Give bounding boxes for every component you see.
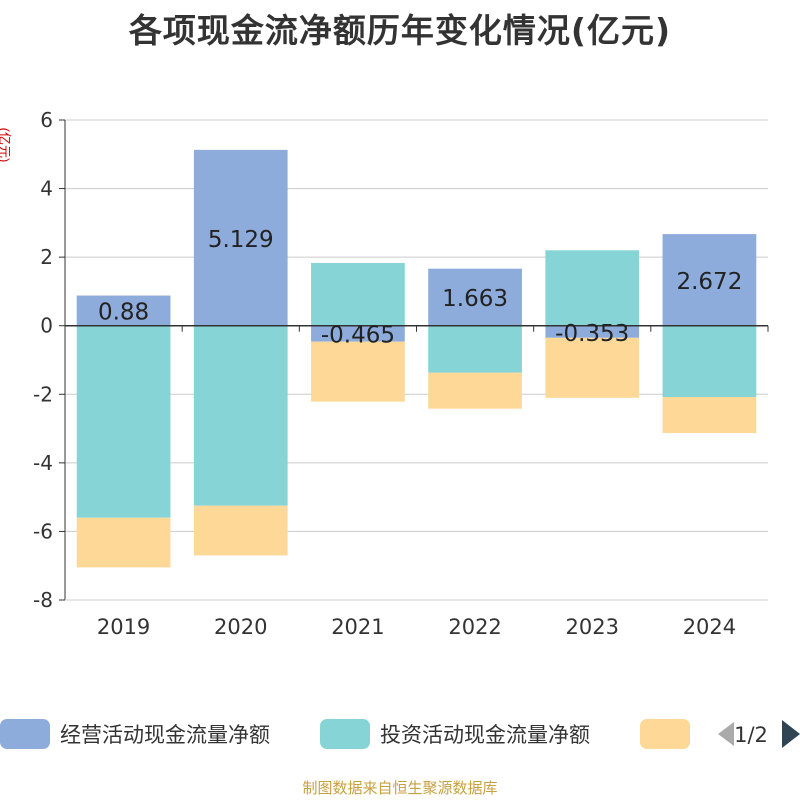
legend-prev-icon[interactable] [718,722,734,746]
legend-swatch-0 [0,719,50,749]
bar-2023-series-2 [545,337,640,398]
bar-2022-series-1 [428,325,522,373]
legend-page-indicator: 1/2 [734,723,768,747]
bar-2023-series-0 [545,325,640,338]
legend-swatch-2 [640,719,690,749]
y-tick-label: -4 [33,451,53,475]
y-tick-label: 0 [40,314,53,338]
data-label: 5.129 [208,227,274,253]
legend-label-0: 经营活动现金流量净额 [60,723,270,747]
y-tick-label: -2 [33,382,53,406]
bar-2020-series-1 [193,325,288,506]
data-label: -0.353 [555,321,629,347]
x-tick-label: 2020 [214,615,267,639]
legend-next-icon[interactable] [782,720,800,748]
bar-2021-series-1 [311,262,405,326]
legend-label-1: 投资活动现金流量净额 [380,723,590,747]
x-tick-label: 2022 [448,615,501,639]
bar-2024-series-2 [662,397,757,434]
footer-source: 制图数据来自恒生聚源数据库 [302,779,498,797]
bar-2024-series-0 [662,234,757,326]
y-tick-label: 2 [40,245,53,269]
y-tick-label: -6 [33,519,53,543]
bar-2024-series-1 [662,325,757,398]
axes: 6 4 2 0 -2 -4 -6 -8 2019 2020 2021 2022 2023 2024 [33,108,769,639]
data-label: 1.663 [442,286,508,312]
bar-2023-series-1 [545,250,640,326]
bar-2019-series-1 [76,325,171,518]
x-tick-label: 2021 [331,615,384,639]
bar-2019-series-0 [76,295,171,326]
bar-series [76,149,757,568]
x-tick-label: 2024 [683,615,736,639]
data-label: 2.672 [676,269,742,295]
bar-2021-series-0 [311,325,405,342]
data-labels: 0.88 5.129 -0.465 1.663 -0.353 2.672 [98,227,742,349]
data-label: 0.88 [98,300,149,326]
bar-2021-series-2 [311,341,405,402]
bar-2022-series-2 [428,372,522,409]
data-label: -0.465 [321,323,395,349]
chart-title: 各项现金流净额历年变化情况(亿元) [128,11,672,50]
legend: 经营活动现金流量净额 投资活动现金流量净额 1/2 [0,719,800,749]
x-tick-label: 2019 [97,615,150,639]
bar-2019-series-2 [76,517,171,568]
y-tick-label: 6 [40,108,53,132]
legend-swatch-1 [320,719,370,749]
y-axis-label: (亿元) [0,128,12,163]
y-tick-label: -8 [33,588,53,612]
bar-2022-series-0 [428,268,522,326]
bar-2020-series-2 [193,505,288,556]
bar-2020-series-0 [193,149,288,326]
x-tick-label: 2023 [566,615,619,639]
y-tick-label: 4 [40,177,53,201]
